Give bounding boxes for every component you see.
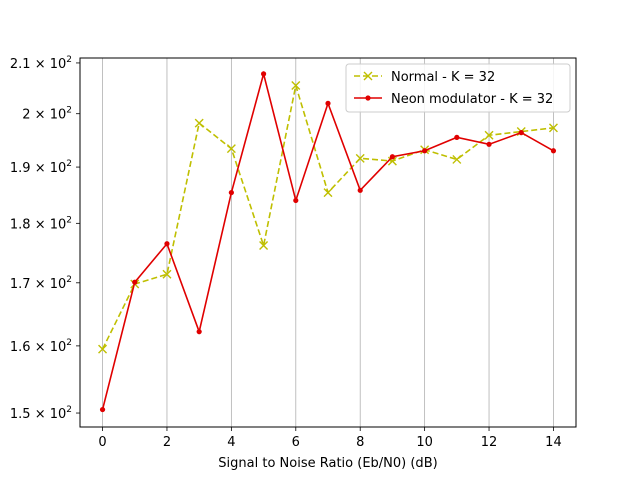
x-tick-label: 14 — [545, 435, 562, 450]
y-tick-label: 2 × 102 — [22, 106, 72, 123]
legend-marker — [363, 71, 373, 81]
data-point — [452, 154, 462, 164]
y-tick-label: 1.5 × 102 — [10, 405, 72, 422]
legend-item: Normal - K = 32 — [354, 70, 495, 85]
x-tick-label: 8 — [356, 435, 364, 450]
y-tick-label: 1.7 × 102 — [10, 275, 72, 292]
data-point — [194, 118, 204, 128]
series-2 — [99, 70, 557, 413]
legend-box — [345, 63, 571, 113]
data-point — [260, 71, 267, 77]
x-tick-label: 6 — [292, 435, 300, 450]
y-tick-label: 2.1 × 102 — [10, 55, 72, 72]
series-layer — [98, 70, 558, 413]
y-tick-label: 1.8 × 102 — [10, 215, 72, 232]
data-point — [486, 141, 492, 147]
series-line — [101, 70, 554, 410]
data-point — [99, 406, 106, 413]
data-point — [325, 100, 331, 106]
data-point — [357, 187, 363, 193]
data-point — [259, 241, 269, 251]
x-tick-label: 0 — [98, 435, 106, 450]
data-point — [293, 197, 299, 204]
data-point — [518, 130, 524, 136]
legend-item: Neon modulator - K = 32 — [354, 92, 553, 107]
legend-label: Neon modulator - K = 32 — [391, 92, 553, 107]
legend-label: Normal - K = 32 — [391, 70, 495, 85]
x-tick-label: 2 — [163, 435, 171, 450]
x-tick-label: 12 — [481, 435, 498, 450]
y-tick-label: 1.9 × 102 — [10, 159, 72, 176]
y-tick-label: 1.6 × 102 — [10, 338, 72, 355]
data-point — [132, 279, 138, 285]
data-point — [389, 154, 396, 160]
data-point — [98, 344, 108, 354]
data-point — [228, 189, 234, 196]
data-point — [226, 144, 236, 154]
x-axis-label: Signal to Noise Ratio (Eb/N0) (dB) — [218, 456, 437, 471]
data-point — [196, 329, 202, 335]
data-point — [550, 148, 557, 154]
x-tick-label: 10 — [416, 435, 433, 450]
data-point — [454, 134, 460, 140]
data-point — [162, 269, 172, 279]
x-axis-ticks: 0 2 4 6 8 10 12 14 — [98, 427, 562, 450]
series-line — [101, 85, 554, 350]
plot-frame — [79, 57, 577, 428]
data-point — [484, 130, 494, 140]
data-point — [422, 148, 428, 154]
y-axis-ticks: 1.5 × 102 1.6 × 102 1.7 × 102 1.8 × 102 1.9 … — [10, 55, 80, 422]
data-point — [355, 153, 365, 163]
series-1 — [98, 80, 558, 354]
data-point — [164, 241, 170, 247]
data-point — [323, 188, 333, 198]
legend: Normal - K = 32 Neon modulator - K = 32 — [345, 63, 571, 113]
x-tick-label: 4 — [227, 435, 235, 450]
data-point — [548, 123, 558, 133]
data-point — [291, 80, 301, 90]
legend-marker — [365, 95, 371, 101]
grid-lines — [102, 58, 554, 427]
